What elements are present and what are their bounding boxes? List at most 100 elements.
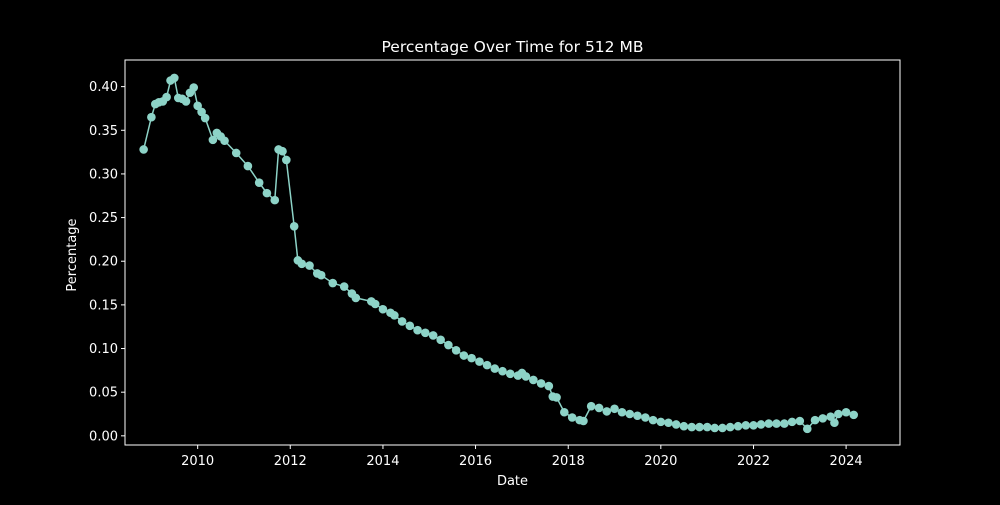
- data-point: [254, 178, 264, 187]
- data-point: [602, 407, 612, 416]
- chart-title: Percentage Over Time for 512 MB: [382, 38, 644, 56]
- y-tick-label: 0.10: [89, 342, 118, 357]
- data-point: [390, 311, 399, 320]
- data-point: [475, 357, 484, 366]
- data-point: [482, 360, 492, 370]
- data-point: [413, 325, 422, 335]
- data-point: [170, 73, 179, 83]
- data-point: [459, 351, 469, 360]
- data-point: [695, 422, 704, 432]
- x-tick-label: 2024: [830, 454, 863, 469]
- data-point: [710, 423, 720, 433]
- data-point: [648, 415, 658, 425]
- data-point: [664, 418, 673, 428]
- data-point: [189, 83, 199, 92]
- data-point: [351, 293, 361, 303]
- data-point: [181, 97, 191, 106]
- data-point: [282, 155, 291, 165]
- data-point: [397, 317, 407, 326]
- x-tick-label: 2020: [644, 454, 677, 469]
- data-point: [810, 415, 820, 425]
- x-tick-label: 2014: [366, 454, 399, 469]
- y-tick-label: 0.20: [89, 255, 118, 270]
- data-point: [780, 419, 789, 428]
- data-point: [841, 407, 851, 417]
- data-point: [741, 421, 751, 430]
- data-point: [278, 146, 287, 156]
- plot-frame: [124, 59, 901, 446]
- data-point: [733, 421, 743, 431]
- data-point: [139, 145, 148, 154]
- data-point: [339, 282, 349, 291]
- data-point: [262, 188, 272, 198]
- data-point: [567, 413, 577, 422]
- data-point: [625, 409, 635, 419]
- data-point: [787, 417, 797, 427]
- data-point: [656, 417, 666, 427]
- x-axis-label: Date: [497, 474, 528, 489]
- data-point: [505, 369, 515, 379]
- y-axis-label: Percentage: [65, 218, 80, 291]
- data-point: [208, 135, 218, 145]
- data-point: [270, 195, 280, 205]
- data-series: [139, 73, 859, 434]
- data-point: [772, 419, 781, 428]
- data-point: [702, 422, 712, 432]
- data-point: [552, 393, 561, 402]
- data-point: [200, 113, 210, 123]
- axis-ticks: 2010 2012 2014 2016 2018 2020 2022 2024 0.00 0.05…: [89, 80, 863, 469]
- data-point: [749, 421, 758, 430]
- data-point: [490, 364, 500, 373]
- data-point: [498, 366, 507, 376]
- data-point: [536, 379, 546, 388]
- data-point: [521, 372, 531, 381]
- data-point: [617, 407, 627, 417]
- data-point: [147, 112, 156, 122]
- data-point: [436, 335, 445, 345]
- data-point: [834, 409, 843, 419]
- data-point: [725, 422, 735, 432]
- data-point: [162, 92, 171, 102]
- y-tick-label: 0.05: [89, 386, 118, 401]
- data-point: [444, 340, 453, 350]
- data-point: [243, 161, 253, 171]
- y-tick-label: 0.15: [89, 298, 118, 313]
- x-tick-label: 2022: [737, 454, 770, 469]
- data-point: [544, 381, 554, 391]
- data-point: [795, 416, 805, 426]
- data-point: [718, 423, 727, 433]
- x-tick-label: 2010: [181, 454, 214, 469]
- data-point: [641, 413, 650, 422]
- data-point: [289, 222, 299, 231]
- data-point: [231, 148, 241, 158]
- data-point: [610, 404, 619, 414]
- data-point: [193, 101, 202, 111]
- y-tick-label: 0.00: [89, 429, 118, 444]
- data-point: [756, 420, 766, 429]
- data-point: [378, 304, 388, 314]
- data-point: [687, 422, 697, 432]
- data-point: [328, 278, 338, 288]
- data-point: [679, 421, 689, 431]
- y-tick-label: 0.35: [89, 124, 118, 139]
- data-point: [428, 331, 438, 340]
- data-point: [594, 403, 604, 413]
- data-point: [220, 136, 229, 146]
- data-point: [316, 270, 326, 280]
- data-point: [818, 414, 828, 423]
- data-point: [586, 401, 596, 411]
- data-point: [529, 375, 538, 385]
- data-point: [305, 261, 314, 270]
- data-point: [830, 418, 839, 428]
- data-point: [467, 353, 476, 363]
- data-point: [370, 299, 380, 309]
- data-point: [764, 419, 774, 428]
- x-tick-label: 2018: [552, 454, 585, 469]
- data-point: [421, 328, 430, 338]
- data-point: [802, 424, 812, 434]
- data-point: [451, 345, 461, 355]
- data-point: [633, 411, 642, 421]
